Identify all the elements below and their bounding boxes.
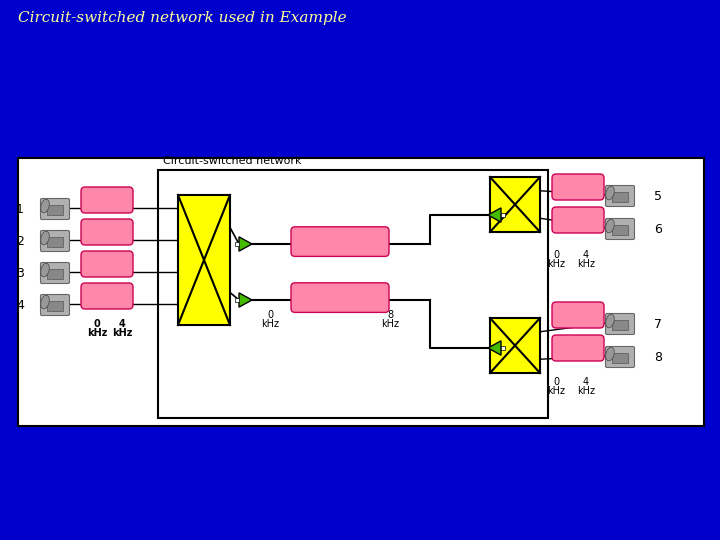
FancyBboxPatch shape bbox=[606, 186, 634, 206]
Text: Circuit-switched network used in Example: Circuit-switched network used in Example bbox=[18, 11, 346, 25]
FancyBboxPatch shape bbox=[552, 207, 604, 233]
Ellipse shape bbox=[606, 347, 614, 361]
Text: kHz: kHz bbox=[381, 319, 399, 329]
Text: 4: 4 bbox=[16, 299, 24, 312]
Text: 2: 2 bbox=[16, 235, 24, 248]
FancyBboxPatch shape bbox=[40, 231, 70, 252]
Bar bbox=[47, 237, 63, 247]
Bar bbox=[612, 192, 628, 202]
Text: kHz: kHz bbox=[261, 319, 279, 329]
Text: kHz: kHz bbox=[577, 386, 595, 396]
Text: 0: 0 bbox=[553, 377, 559, 387]
FancyBboxPatch shape bbox=[81, 187, 133, 213]
FancyBboxPatch shape bbox=[291, 283, 389, 313]
Polygon shape bbox=[239, 237, 252, 251]
Text: 0: 0 bbox=[553, 250, 559, 260]
Text: kHz: kHz bbox=[577, 259, 595, 269]
Bar bbox=[490, 318, 540, 373]
Ellipse shape bbox=[41, 231, 49, 245]
FancyBboxPatch shape bbox=[606, 347, 634, 368]
Text: 5: 5 bbox=[654, 190, 662, 203]
FancyBboxPatch shape bbox=[40, 262, 70, 284]
FancyBboxPatch shape bbox=[291, 227, 389, 256]
Text: 8: 8 bbox=[387, 310, 393, 320]
Text: 4: 4 bbox=[583, 250, 589, 260]
FancyBboxPatch shape bbox=[81, 251, 133, 277]
FancyBboxPatch shape bbox=[606, 219, 634, 240]
Text: 6: 6 bbox=[654, 223, 662, 236]
FancyBboxPatch shape bbox=[40, 294, 70, 315]
FancyBboxPatch shape bbox=[552, 174, 604, 200]
Bar bbox=[178, 195, 230, 325]
Text: 1: 1 bbox=[16, 203, 24, 216]
Bar bbox=[490, 177, 540, 232]
Text: 4: 4 bbox=[119, 319, 125, 329]
FancyBboxPatch shape bbox=[81, 283, 133, 309]
Bar bbox=[501, 346, 505, 350]
Ellipse shape bbox=[41, 199, 49, 213]
Text: Circuit-switched network: Circuit-switched network bbox=[163, 156, 302, 166]
Bar bbox=[612, 225, 628, 235]
Bar bbox=[235, 298, 239, 302]
Bar bbox=[18, 158, 704, 426]
Ellipse shape bbox=[41, 263, 49, 277]
Text: 0: 0 bbox=[267, 310, 273, 320]
Text: 7: 7 bbox=[654, 318, 662, 331]
Text: 3: 3 bbox=[16, 267, 24, 280]
FancyBboxPatch shape bbox=[606, 314, 634, 334]
Bar bbox=[158, 170, 548, 418]
Text: kHz: kHz bbox=[87, 328, 107, 338]
FancyBboxPatch shape bbox=[81, 219, 133, 245]
Text: kHz: kHz bbox=[547, 259, 565, 269]
FancyBboxPatch shape bbox=[552, 335, 604, 361]
Bar bbox=[501, 213, 505, 217]
Text: 0: 0 bbox=[94, 319, 100, 329]
Bar bbox=[612, 353, 628, 363]
Text: 4: 4 bbox=[583, 377, 589, 387]
Ellipse shape bbox=[41, 295, 49, 309]
FancyBboxPatch shape bbox=[40, 199, 70, 219]
FancyBboxPatch shape bbox=[552, 302, 604, 328]
Bar bbox=[47, 301, 63, 311]
Bar bbox=[47, 269, 63, 279]
Text: kHz: kHz bbox=[112, 328, 132, 338]
Ellipse shape bbox=[606, 314, 614, 328]
Bar bbox=[235, 242, 239, 246]
Polygon shape bbox=[488, 341, 501, 355]
Bar bbox=[612, 320, 628, 330]
Polygon shape bbox=[239, 293, 252, 307]
Ellipse shape bbox=[606, 186, 614, 200]
Text: kHz: kHz bbox=[547, 386, 565, 396]
Text: 8: 8 bbox=[654, 351, 662, 364]
Ellipse shape bbox=[606, 219, 614, 233]
Polygon shape bbox=[488, 208, 501, 222]
Bar bbox=[47, 205, 63, 215]
